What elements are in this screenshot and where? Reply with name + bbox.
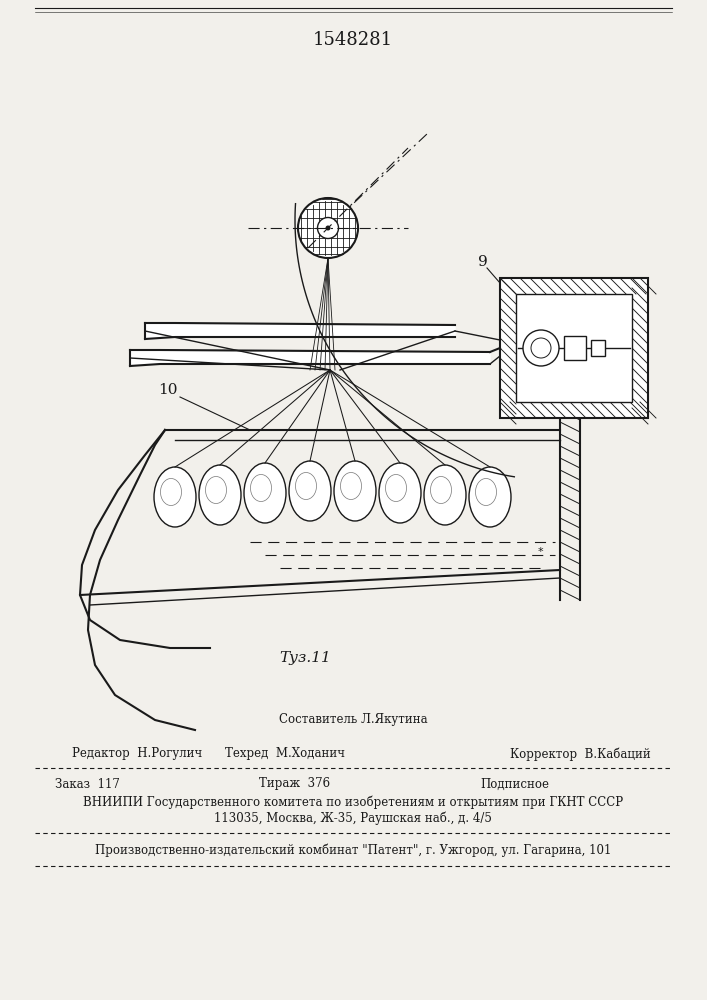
Text: Заказ  117: Заказ 117 xyxy=(55,778,120,790)
Text: Составитель Л.Якутина: Составитель Л.Якутина xyxy=(279,714,427,726)
Text: ВНИИПИ Государственного комитета по изобретениям и открытиям при ГКНТ СССР: ВНИИПИ Государственного комитета по изоб… xyxy=(83,795,623,809)
Ellipse shape xyxy=(379,463,421,523)
Text: 10: 10 xyxy=(158,383,177,397)
Text: Производственно-издательский комбинат "Патент", г. Ужгород, ул. Гагарина, 101: Производственно-издательский комбинат "П… xyxy=(95,843,611,857)
Circle shape xyxy=(298,198,358,258)
Text: 113035, Москва, Ж-35, Раушская наб., д. 4/5: 113035, Москва, Ж-35, Раушская наб., д. … xyxy=(214,811,492,825)
Bar xyxy=(516,294,632,402)
Text: 1548281: 1548281 xyxy=(313,31,393,49)
Bar xyxy=(564,336,586,360)
Polygon shape xyxy=(145,323,455,339)
Text: Редактор  Н.Рогулич: Редактор Н.Рогулич xyxy=(72,748,202,760)
Bar xyxy=(500,278,648,418)
Bar xyxy=(591,340,605,356)
Circle shape xyxy=(531,338,551,358)
Circle shape xyxy=(317,218,339,238)
Text: Корректор  В.Кабаций: Корректор В.Кабаций xyxy=(510,747,650,761)
Ellipse shape xyxy=(154,467,196,527)
Text: Тираж  376: Тираж 376 xyxy=(259,778,331,790)
Ellipse shape xyxy=(289,461,331,521)
Text: Подписное: Подписное xyxy=(480,778,549,790)
Ellipse shape xyxy=(199,465,241,525)
Text: *: * xyxy=(537,547,543,557)
Ellipse shape xyxy=(469,467,511,527)
Ellipse shape xyxy=(244,463,286,523)
Ellipse shape xyxy=(424,465,466,525)
Text: Τуз.11: Τуз.11 xyxy=(279,651,331,665)
Circle shape xyxy=(523,330,559,366)
Text: Техред  М.Ходанич: Техред М.Ходанич xyxy=(225,748,345,760)
Text: 9: 9 xyxy=(478,255,488,269)
Ellipse shape xyxy=(334,461,376,521)
Polygon shape xyxy=(130,350,490,366)
Circle shape xyxy=(325,226,330,231)
